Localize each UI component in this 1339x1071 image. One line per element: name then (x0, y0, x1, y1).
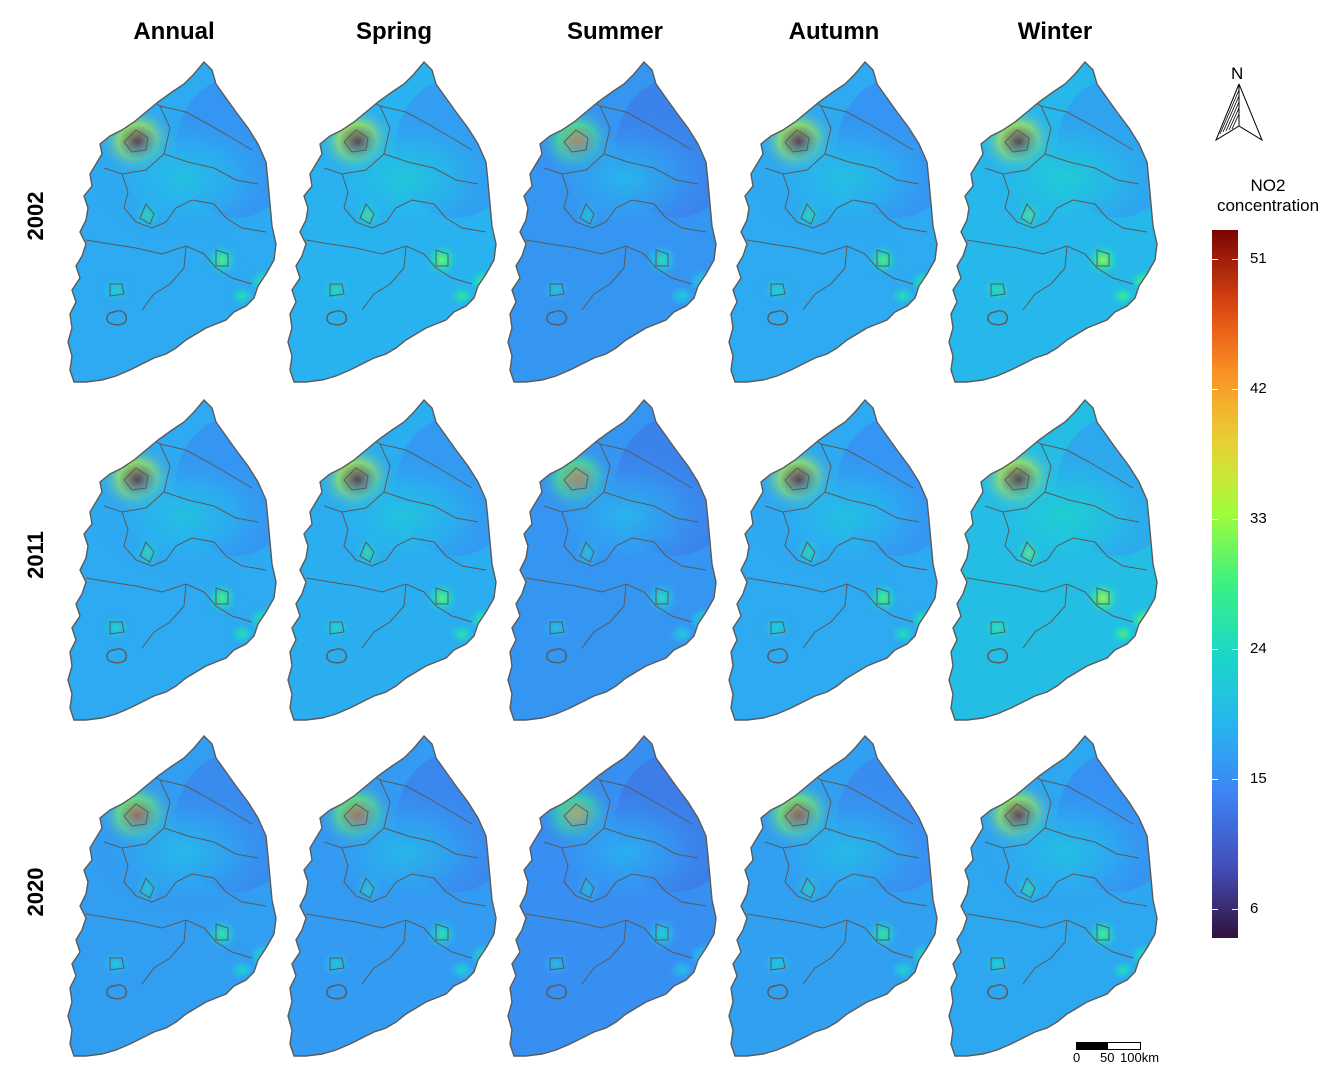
legend-tick-label: 6 (1250, 900, 1259, 918)
map-2002-autumn (727, 58, 953, 384)
map-2011-autumn (727, 396, 953, 722)
map-2020-winter (947, 732, 1173, 1058)
map-2020-spring (286, 732, 512, 1058)
column-header-autumn: Autumn (788, 18, 880, 45)
map-2020-summer (506, 732, 732, 1058)
no2-map (948, 398, 1158, 721)
no2-map (67, 60, 277, 383)
column-header-winter: Winter (1017, 18, 1093, 45)
no2-map (507, 734, 717, 1057)
map-2020-autumn (727, 732, 953, 1058)
column-header-spring: Spring (356, 18, 432, 45)
column-header-summer: Summer (566, 18, 664, 45)
map-2002-annual (66, 58, 292, 384)
legend-tick-label: 15 (1250, 770, 1267, 788)
scale-bar-segment-empty (1107, 1042, 1141, 1050)
map-2011-summer (506, 396, 732, 722)
no2-map (507, 398, 717, 721)
map-2002-summer (506, 58, 732, 384)
legend-tick-label: 33 (1250, 509, 1267, 527)
scale-label-0: 0 (1073, 1050, 1081, 1065)
no2-map (67, 734, 277, 1057)
legend-tick-label: 51 (1250, 249, 1267, 267)
scale-bar-segment-filled (1076, 1042, 1108, 1050)
north-arrow-icon (1214, 83, 1264, 142)
no2-map (287, 398, 497, 721)
no2-map (287, 734, 497, 1057)
no2-map (287, 60, 497, 383)
map-2011-winter (947, 396, 1173, 722)
map-2011-annual (66, 396, 292, 722)
no2-map (948, 60, 1158, 383)
north-label: N (1231, 64, 1244, 83)
scale-label-50: 50 (1100, 1050, 1115, 1065)
no2-map (728, 734, 938, 1057)
no2-map (728, 398, 938, 721)
no2-map (67, 398, 277, 721)
legend-tick-label: 42 (1250, 379, 1267, 397)
scale-bar: 0 50 100km (1073, 1040, 1164, 1070)
map-2002-spring (286, 58, 512, 384)
legend-tick-label: 24 (1250, 640, 1267, 658)
legend-title: NO2 concentration (1216, 176, 1320, 215)
map-2011-spring (286, 396, 512, 722)
no2-map (948, 734, 1158, 1057)
legend-colorbar (1212, 230, 1238, 938)
no2-map (728, 60, 938, 383)
scale-label-100km: 100km (1120, 1050, 1160, 1065)
column-header-annual: Annual (133, 18, 215, 45)
no2-map (507, 60, 717, 383)
map-2020-annual (66, 732, 292, 1058)
map-2002-winter (947, 58, 1173, 384)
north-arrow: N (1212, 64, 1266, 142)
